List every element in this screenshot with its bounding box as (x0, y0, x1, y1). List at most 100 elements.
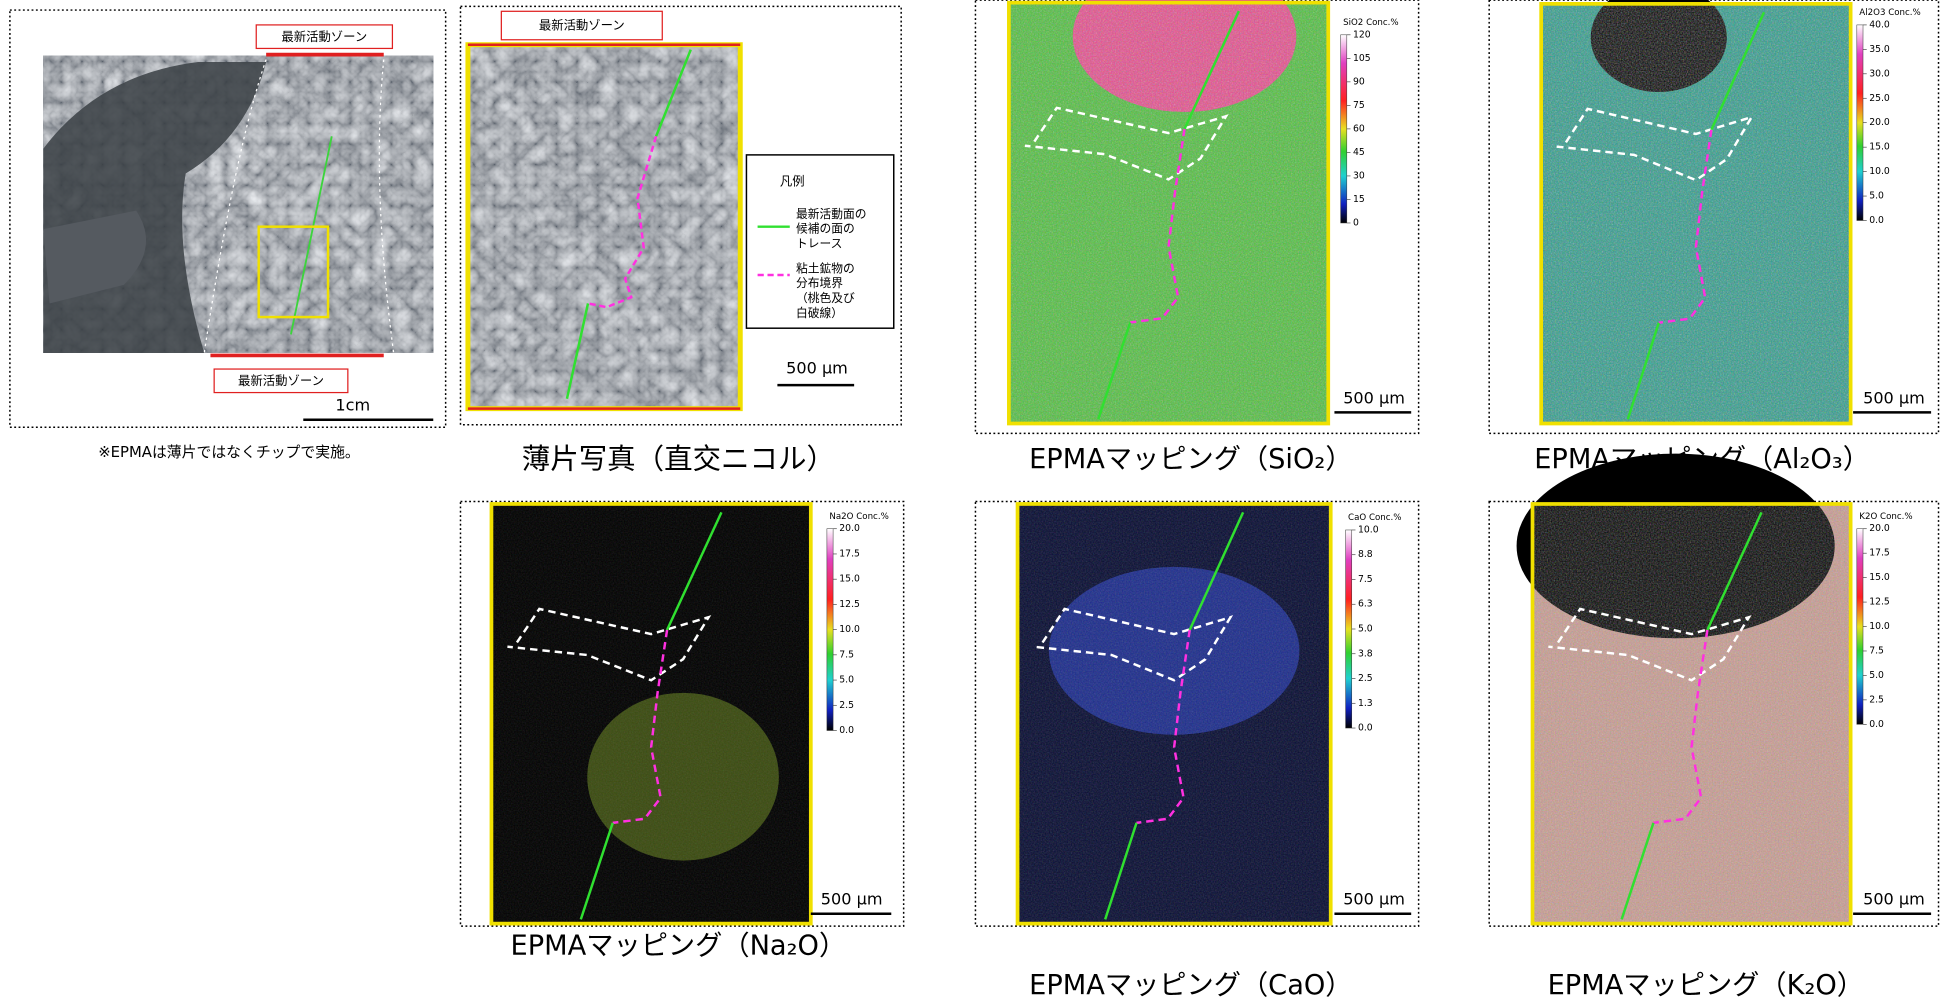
panel-frame (9, 9, 447, 428)
clay-boundary (1653, 629, 1709, 825)
colorbar-tick-label: 6.3 (1358, 599, 1373, 610)
colorbar-tick-label: 20.0 (839, 523, 860, 534)
map-texture (1532, 503, 1851, 924)
map-frame (1539, 2, 1853, 426)
clay-boundary (1024, 106, 1229, 181)
map-frame (489, 502, 813, 926)
note: ※EPMAは薄片ではなくチップで実施。 (98, 443, 360, 461)
scale-label: 500 μm (1863, 890, 1925, 909)
legend-label: （桃色及び (796, 291, 855, 305)
trace-line (565, 49, 692, 400)
colorbar-tick-label: 0.0 (1358, 723, 1373, 734)
legend-label: トレース (796, 237, 842, 251)
zone-label-box (255, 24, 394, 50)
zone-label: 最新活動ゾーン (281, 29, 367, 44)
legend-label: 分布境界 (796, 276, 843, 290)
epma-panel: Na2O Conc.%20.0 17.5 15.0 12.5 10.0 7.5 5.0 2.5… (459, 500, 905, 962)
colorbar-tick-label: 0.0 (1869, 719, 1884, 730)
zone-label: 最新活動ゾーン (238, 373, 324, 388)
scale-label: 500 μm (1863, 388, 1925, 407)
colorbar-tick-label: 15.0 (1869, 572, 1890, 583)
colorbar-tick-label: 10.0 (1358, 524, 1379, 535)
colorbar-tick-label: 10.0 (1869, 166, 1890, 177)
map-frame (1007, 0, 1331, 426)
colorbar-tick-label: 7.5 (839, 649, 854, 660)
caption: EPMAマッピング（SiO₂） (1029, 444, 1352, 475)
colorbar-tick-label: 120 (1353, 29, 1371, 40)
colorbar-tick-label: 10.0 (1869, 621, 1890, 632)
colorbar-title: CaO Conc.% (1348, 513, 1401, 523)
colorbar (1856, 528, 1864, 725)
trace-line (1104, 822, 1138, 920)
colorbar-tick-label: 35.0 (1869, 44, 1890, 55)
map-texture (1017, 503, 1331, 924)
epma-panel: CaO Conc.%10.0 8.8 7.5 6.3 5.0 3.8 2.5 1.3 0.0 50… (974, 500, 1420, 1001)
colorbar-tick-label: 2.5 (839, 700, 854, 711)
clay-boundary (507, 607, 712, 682)
zone-label: 最新活動ゾーン (539, 18, 625, 33)
colorbar-tick-label: 20.0 (1869, 523, 1890, 534)
colorbar-tick-label: 30.0 (1869, 68, 1890, 79)
overview-inset (257, 225, 330, 319)
zone-label-box (213, 368, 349, 394)
colorbar (1340, 34, 1348, 224)
legend (745, 154, 895, 329)
map-texture (1541, 3, 1851, 424)
legend-label: 白破線） (796, 306, 843, 320)
trace-line (1620, 822, 1655, 920)
caption: 薄片写真（直交ニコル） (522, 443, 835, 476)
legend-label: 粘土鉱物の (796, 261, 855, 275)
clay-boundary (1548, 607, 1752, 682)
epma-panel: Al2O3 Conc.%40.0 35.0 30.0 25.0 20.0 15.0 10.0… (1488, 0, 1940, 475)
panel-frame (1488, 500, 1940, 927)
colorbar-tick-label: 40.0 (1869, 19, 1890, 30)
colorbar-tick-label: 8.8 (1358, 549, 1373, 560)
clay-boundary (1556, 107, 1755, 182)
colorbar-tick-label: 45 (1353, 147, 1365, 158)
colorbar (826, 528, 834, 731)
colorbar-title: K2O Conc.% (1859, 512, 1912, 522)
scale-label: 1cm (335, 396, 370, 415)
clay-boundary (1033, 607, 1234, 682)
overview-trace (289, 136, 333, 335)
caption: EPMAマッピング（K₂O） (1548, 970, 1864, 1001)
colorbar-tick-label: 7.5 (1358, 574, 1373, 585)
colorbar-title: Al2O3 Conc.% (1859, 8, 1920, 18)
scale-label: 500 μm (1343, 890, 1405, 909)
scale-label: 500 μm (821, 890, 883, 909)
colorbar-tick-label: 30 (1353, 170, 1365, 181)
epma-panel: SiO2 Conc.%120 105 90 75 60 45 30 15 0 500 μm EPMA… (974, 0, 1420, 475)
colorbar-tick-label: 12.5 (839, 599, 860, 610)
colorbar-tick-label: 10.0 (839, 624, 860, 635)
colorbar-tick-label: 7.5 (1869, 645, 1884, 656)
panel-frame (1488, 0, 1940, 435)
epma-panel: K2O Conc.%20.0 17.5 15.0 12.5 10.0 7.5 5.0 2.5 0… (1488, 453, 1940, 1001)
clay-boundary (587, 135, 658, 309)
trace-line (1183, 10, 1240, 130)
colorbar-tick-label: 60 (1353, 123, 1365, 134)
clay-boundary (1658, 129, 1713, 324)
map-frame (1530, 502, 1853, 926)
trace-line (1710, 11, 1766, 131)
colorbar-tick-label: 5.0 (839, 675, 854, 686)
colorbar (1856, 24, 1864, 221)
caption: EPMAマッピング（Na₂O） (511, 931, 847, 962)
colorbar-tick-label: 105 (1353, 53, 1371, 64)
clay-boundary (612, 629, 669, 825)
overview-grain (43, 210, 147, 304)
map-frame (1015, 502, 1333, 926)
overview-boundary (203, 59, 395, 354)
colorbar-tick-label: 90 (1353, 76, 1365, 87)
colorbar-tick-label: 15 (1353, 194, 1365, 205)
colorbar-title: SiO2 Conc.% (1343, 18, 1399, 28)
colorbar-tick-label: 5.0 (1869, 670, 1884, 681)
colorbar-tick-label: 2.5 (1869, 694, 1884, 705)
trace-line (579, 822, 614, 920)
colorbar-tick-label: 0 (1353, 217, 1359, 228)
trace-line (1626, 322, 1660, 420)
caption: EPMAマッピング（CaO） (1029, 970, 1352, 1001)
colorbar-tick-label: 15.0 (1869, 142, 1890, 153)
legend-label: 候補の面の (796, 222, 855, 236)
colorbar-tick-label: 2.5 (1358, 673, 1373, 684)
colorbar-tick-label: 17.5 (839, 548, 860, 559)
